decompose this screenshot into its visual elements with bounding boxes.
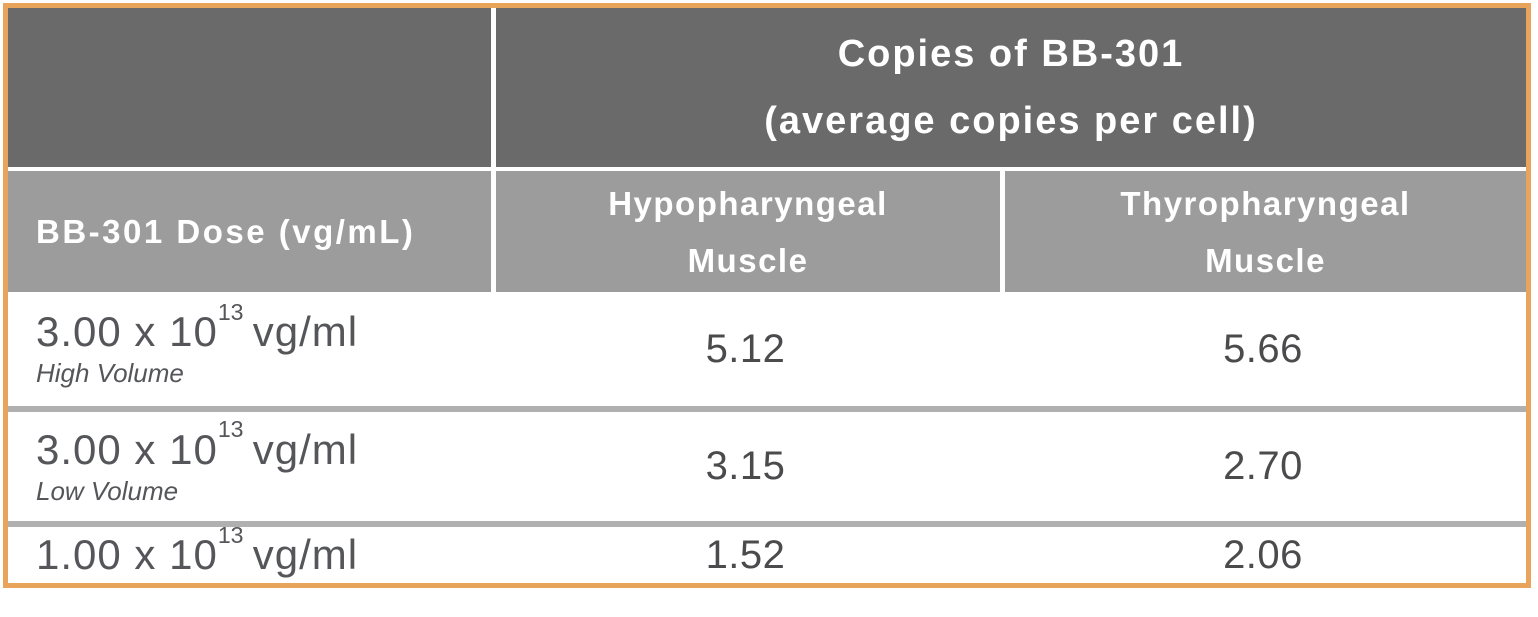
hypopharyngeal-value: 1.52 [705,532,786,577]
table-title-line2: (average copies per cell) [764,99,1258,142]
hypopharyngeal-value: 5.12 [705,326,786,371]
dose-value: 3.00 x 1013 vg/ml [36,299,491,356]
column-header-thyropharyngeal: Thyropharyngeal Muscle [1000,171,1526,292]
thyropharyngeal-value: 5.66 [1223,326,1303,371]
dose-value: 1.00 x 1013 vg/ml [36,522,491,579]
column-header-line2: Muscle [1205,241,1326,279]
dose-mantissa: 1.00 x 10 [36,531,218,579]
dose-unit: vg/ml [252,425,359,473]
dose-unit: vg/ml [252,531,359,579]
dose-mantissa: 3.00 x 10 [36,425,218,473]
table-row: 3.00 x 1013 vg/ml Low Volume 3.15 2.70 [8,406,1526,521]
row-header-dose: BB-301 Dose (vg/mL) [8,171,491,292]
volume-note: High Volume [36,358,184,389]
spanner-header-cell: Copies of BB-301 (average copies per cel… [491,8,1526,167]
column-header-line2: Muscle [687,241,809,279]
dose-cell: 3.00 x 1013 vg/ml Low Volume [8,412,491,521]
dose-cell: 3.00 x 1013 vg/ml High Volume [8,292,491,406]
hypopharyngeal-value: 3.15 [705,444,786,488]
dose-cell: 1.00 x 1013 vg/ml [8,522,491,583]
dose-mantissa: 3.00 x 10 [36,308,218,356]
volume-note: Low Volume [36,475,179,506]
dose-value: 3.00 x 1013 vg/ml [36,416,491,473]
dose-unit: vg/ml [252,308,359,356]
dose-exponent: 13 [217,298,244,325]
table-row: 3.00 x 1013 vg/ml High Volume 5.12 5.66 [8,292,1526,406]
spanner-header-empty-cell [8,8,491,167]
column-header-line1: Hypopharyngeal [608,184,888,222]
table-title-line1: Copies of BB-301 [837,32,1185,75]
bb301-copies-table: Copies of BB-301 (average copies per cel… [3,3,1531,588]
column-header-line1: Thyropharyngeal [1120,184,1411,222]
thyropharyngeal-value: 2.70 [1223,444,1303,488]
dose-exponent: 13 [217,416,244,443]
column-header-hypopharyngeal: Hypopharyngeal Muscle [491,171,1000,292]
column-header-row: BB-301 Dose (vg/mL) Hypopharyngeal Muscl… [8,171,1526,292]
table-row: 1.00 x 1013 vg/ml 1.52 2.06 [8,521,1526,583]
dose-exponent: 13 [217,521,244,548]
spanner-header-row: Copies of BB-301 (average copies per cel… [8,8,1526,171]
thyropharyngeal-value: 2.06 [1223,532,1303,577]
